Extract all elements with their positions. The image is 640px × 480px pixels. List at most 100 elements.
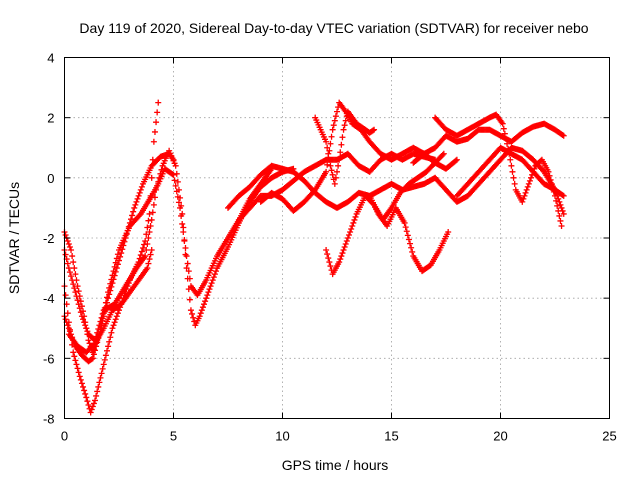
data-point bbox=[132, 201, 139, 208]
data-point bbox=[452, 157, 459, 164]
data-point bbox=[155, 99, 162, 106]
data-point bbox=[560, 192, 567, 199]
data-point bbox=[519, 198, 526, 205]
data-point bbox=[118, 250, 125, 257]
data-point bbox=[331, 117, 338, 124]
data-point bbox=[119, 246, 126, 253]
data-point bbox=[348, 225, 355, 232]
data-point bbox=[84, 398, 91, 405]
data-point bbox=[106, 338, 113, 345]
data-point bbox=[146, 256, 153, 263]
data-point bbox=[524, 183, 531, 190]
data-point bbox=[559, 131, 566, 138]
data-point bbox=[75, 301, 82, 308]
data-point bbox=[135, 192, 142, 199]
data-point bbox=[92, 347, 99, 354]
data-point bbox=[117, 253, 124, 260]
data-point bbox=[350, 219, 357, 226]
x-tick-label: 10 bbox=[275, 429, 289, 444]
data-point bbox=[332, 113, 339, 120]
data-point bbox=[146, 228, 153, 235]
data-point bbox=[344, 235, 351, 241]
data-point bbox=[64, 310, 71, 317]
data-point bbox=[120, 242, 127, 249]
data-point bbox=[136, 189, 143, 196]
data-point bbox=[147, 251, 154, 258]
data-point bbox=[154, 109, 161, 116]
data-point bbox=[78, 313, 85, 320]
data-point bbox=[71, 265, 78, 272]
data-point bbox=[189, 310, 196, 317]
series-arc-14 bbox=[432, 144, 567, 217]
data-point bbox=[180, 224, 187, 231]
data-point bbox=[95, 383, 102, 390]
data-point bbox=[369, 127, 376, 134]
data-point bbox=[144, 224, 151, 231]
data-point bbox=[352, 213, 359, 220]
data-point bbox=[213, 268, 220, 275]
data-point bbox=[104, 294, 111, 301]
data-point bbox=[324, 161, 331, 168]
data-point bbox=[146, 210, 153, 217]
data-point bbox=[174, 178, 181, 185]
data-point bbox=[68, 273, 75, 280]
data-point bbox=[338, 141, 345, 148]
data-point bbox=[510, 174, 517, 181]
data-point bbox=[116, 257, 122, 264]
data-point bbox=[554, 202, 561, 209]
data-point bbox=[311, 188, 318, 195]
data-point bbox=[177, 194, 184, 201]
data-point bbox=[556, 212, 563, 219]
data-point bbox=[172, 182, 179, 189]
data-point bbox=[342, 241, 349, 248]
data-point bbox=[105, 295, 112, 302]
data-point bbox=[74, 365, 81, 372]
data-point bbox=[204, 292, 211, 299]
data-point bbox=[129, 212, 136, 219]
data-point bbox=[147, 222, 154, 229]
data-point bbox=[179, 210, 186, 217]
data-point bbox=[75, 288, 82, 295]
data-point bbox=[93, 392, 100, 399]
data-point bbox=[523, 186, 530, 193]
data-point bbox=[139, 245, 146, 252]
data-point bbox=[108, 283, 115, 290]
data-point bbox=[151, 194, 158, 201]
data-point bbox=[336, 259, 343, 266]
data-point bbox=[107, 287, 114, 294]
data-point bbox=[109, 325, 116, 332]
data-point bbox=[147, 192, 154, 199]
data-point bbox=[81, 387, 88, 394]
data-point bbox=[197, 310, 204, 317]
data-point bbox=[88, 406, 95, 413]
data-point bbox=[338, 253, 345, 260]
data-point bbox=[145, 260, 152, 267]
data-point bbox=[82, 322, 89, 329]
data-point bbox=[408, 244, 415, 251]
data-point bbox=[78, 380, 85, 387]
series-arc-5 bbox=[65, 247, 155, 356]
data-point bbox=[323, 247, 330, 254]
data-point bbox=[170, 156, 177, 163]
data-point bbox=[501, 130, 508, 137]
data-point bbox=[145, 235, 152, 241]
data-point bbox=[342, 117, 349, 124]
data-point bbox=[440, 150, 447, 157]
data-point bbox=[136, 212, 143, 219]
data-point bbox=[329, 171, 336, 178]
data-point bbox=[509, 168, 516, 175]
data-point bbox=[150, 138, 157, 145]
data-point bbox=[332, 174, 339, 181]
data-point bbox=[90, 351, 97, 358]
data-point bbox=[521, 192, 528, 199]
data-point bbox=[113, 313, 120, 320]
data-point bbox=[151, 128, 158, 135]
data-point bbox=[560, 210, 567, 217]
data-point bbox=[558, 204, 565, 211]
data-point bbox=[327, 140, 334, 147]
data-point bbox=[557, 201, 564, 208]
data-point bbox=[125, 223, 132, 230]
data-point bbox=[403, 228, 410, 235]
data-point bbox=[138, 248, 145, 255]
data-point bbox=[96, 379, 103, 386]
